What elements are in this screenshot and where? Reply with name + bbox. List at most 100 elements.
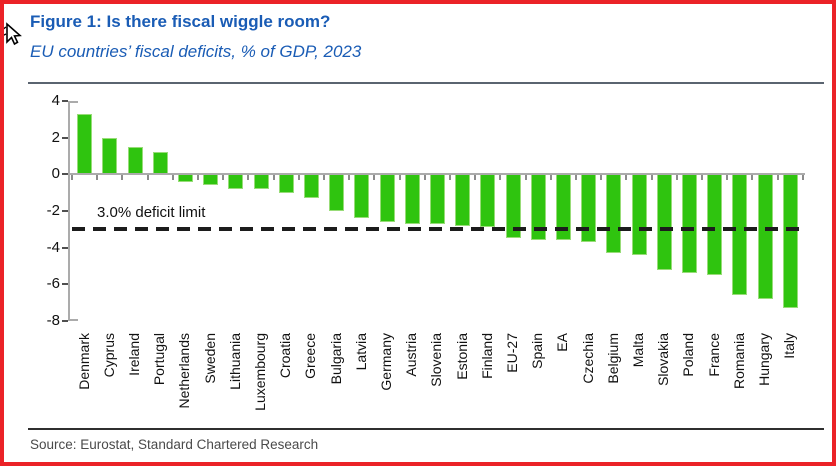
bar-Hungary xyxy=(757,174,773,299)
x-tick xyxy=(121,175,124,181)
y-tick xyxy=(62,320,68,322)
x-tick xyxy=(575,175,577,181)
x-tick xyxy=(171,175,174,181)
deficit-limit-label: 3.0% deficit limit xyxy=(97,204,206,221)
x-label-Germany: Germany xyxy=(378,333,394,391)
x-label-Malta: Malta xyxy=(630,333,646,368)
y-tick-label: -4 xyxy=(46,238,60,256)
y-tick-label: 0 xyxy=(51,165,60,183)
x-tick xyxy=(524,175,527,181)
x-tick xyxy=(625,175,628,181)
x-label-France: France xyxy=(705,333,722,377)
x-label-Finland: Finland xyxy=(478,333,495,379)
bar-Romania xyxy=(732,174,748,296)
x-label-Italy: Italy xyxy=(781,333,798,359)
chart-plot: 3.0% deficit limit 4 2 0 -2 -4 -6 -8 Denmark Cyp… xyxy=(4,4,832,462)
x-label-Greece: Greece xyxy=(302,333,319,379)
x-tick xyxy=(751,175,754,181)
bar-Latvia xyxy=(354,174,370,219)
x-tick xyxy=(474,175,477,181)
bar-Czechia xyxy=(581,174,597,243)
y-axis-line xyxy=(68,100,70,321)
x-tick xyxy=(650,175,653,181)
x-label-Luxembourg: Luxembourg xyxy=(252,333,268,411)
x-label-Estonia: Estonia xyxy=(453,333,470,380)
y-axis-cap-top xyxy=(70,100,78,103)
bar-Germany xyxy=(379,174,395,222)
y-tick-label: 2 xyxy=(51,128,60,146)
bar-Denmark xyxy=(77,113,93,175)
y-tick xyxy=(62,210,68,212)
x-tick xyxy=(71,175,73,181)
x-tick xyxy=(701,175,703,181)
bar-Bulgaria xyxy=(329,174,345,211)
y-tick-label: -8 xyxy=(46,312,60,329)
x-label-Belgium: Belgium xyxy=(604,333,621,384)
x-tick xyxy=(726,175,729,181)
header-divider xyxy=(28,82,824,84)
x-label-Romania: Romania xyxy=(730,333,747,390)
bar-France xyxy=(707,174,723,276)
bar-Austria xyxy=(404,174,420,224)
x-tick xyxy=(398,175,401,181)
x-tick xyxy=(146,175,149,181)
x-tick xyxy=(197,175,199,181)
x-label-Portugal: Portugal xyxy=(151,333,168,386)
cursor-icon xyxy=(4,22,22,46)
x-label-Poland: Poland xyxy=(680,333,697,377)
x-label-EU-27: EU-27 xyxy=(504,333,520,373)
x-tick xyxy=(348,175,351,181)
x-label-Czechia: Czechia xyxy=(579,333,596,384)
y-tick-label: -2 xyxy=(46,202,60,219)
bar-Belgium xyxy=(606,174,622,254)
x-label-Slovenia: Slovenia xyxy=(428,333,445,387)
bar-Finland xyxy=(480,174,496,228)
y-tick xyxy=(62,136,68,139)
x-label-Cyprus: Cyprus xyxy=(100,333,117,378)
x-tick xyxy=(297,175,300,181)
y-axis-cap-bottom xyxy=(70,318,78,321)
figure-canvas: Figure 1: Is there fiscal wiggle room? E… xyxy=(4,4,832,462)
bar-Lithuania xyxy=(228,174,244,189)
x-tick xyxy=(96,175,99,181)
x-tick xyxy=(323,175,325,181)
x-label-Bulgaria: Bulgaria xyxy=(327,333,344,385)
x-tick xyxy=(801,175,804,181)
x-tick xyxy=(549,175,552,181)
x-label-Denmark: Denmark xyxy=(75,333,92,390)
x-label-Sweden: Sweden xyxy=(201,333,218,384)
bar-Italy xyxy=(782,174,798,309)
x-label-Spain: Spain xyxy=(529,333,546,369)
bar-Ireland xyxy=(127,146,143,175)
x-tick xyxy=(247,175,250,181)
x-label-Lithuania: Lithuania xyxy=(226,333,243,390)
x-tick xyxy=(675,175,678,181)
y-tick xyxy=(62,246,68,249)
y-tick-label: 4 xyxy=(51,92,60,109)
x-label-Ireland: Ireland xyxy=(126,333,142,376)
x-label-Croatia: Croatia xyxy=(277,333,294,379)
bar-Netherlands xyxy=(177,174,193,182)
bar-Slovakia xyxy=(656,174,672,270)
bar-Greece xyxy=(303,174,319,199)
x-tick xyxy=(423,175,426,181)
deficit-limit-line xyxy=(72,227,803,232)
y-tick xyxy=(62,173,68,176)
x-tick xyxy=(449,175,451,181)
x-label-Slovakia: Slovakia xyxy=(655,333,672,386)
figure-title: Figure 1: Is there fiscal wiggle room? xyxy=(30,12,331,31)
bar-Malta xyxy=(631,174,647,255)
x-label-Latvia: Latvia xyxy=(352,333,369,371)
x-axis-line xyxy=(68,173,805,176)
bar-Croatia xyxy=(278,174,294,193)
bar-Estonia xyxy=(455,174,471,226)
x-tick xyxy=(600,175,603,181)
x-tick xyxy=(373,175,376,181)
x-label-Austria: Austria xyxy=(403,333,420,377)
y-tick xyxy=(62,283,68,286)
figure-subtitle: EU countries’ fiscal deficits, % of GDP,… xyxy=(30,42,362,61)
y-tick xyxy=(62,100,68,102)
x-tick xyxy=(222,175,225,181)
y-tick-label: -6 xyxy=(46,275,60,293)
